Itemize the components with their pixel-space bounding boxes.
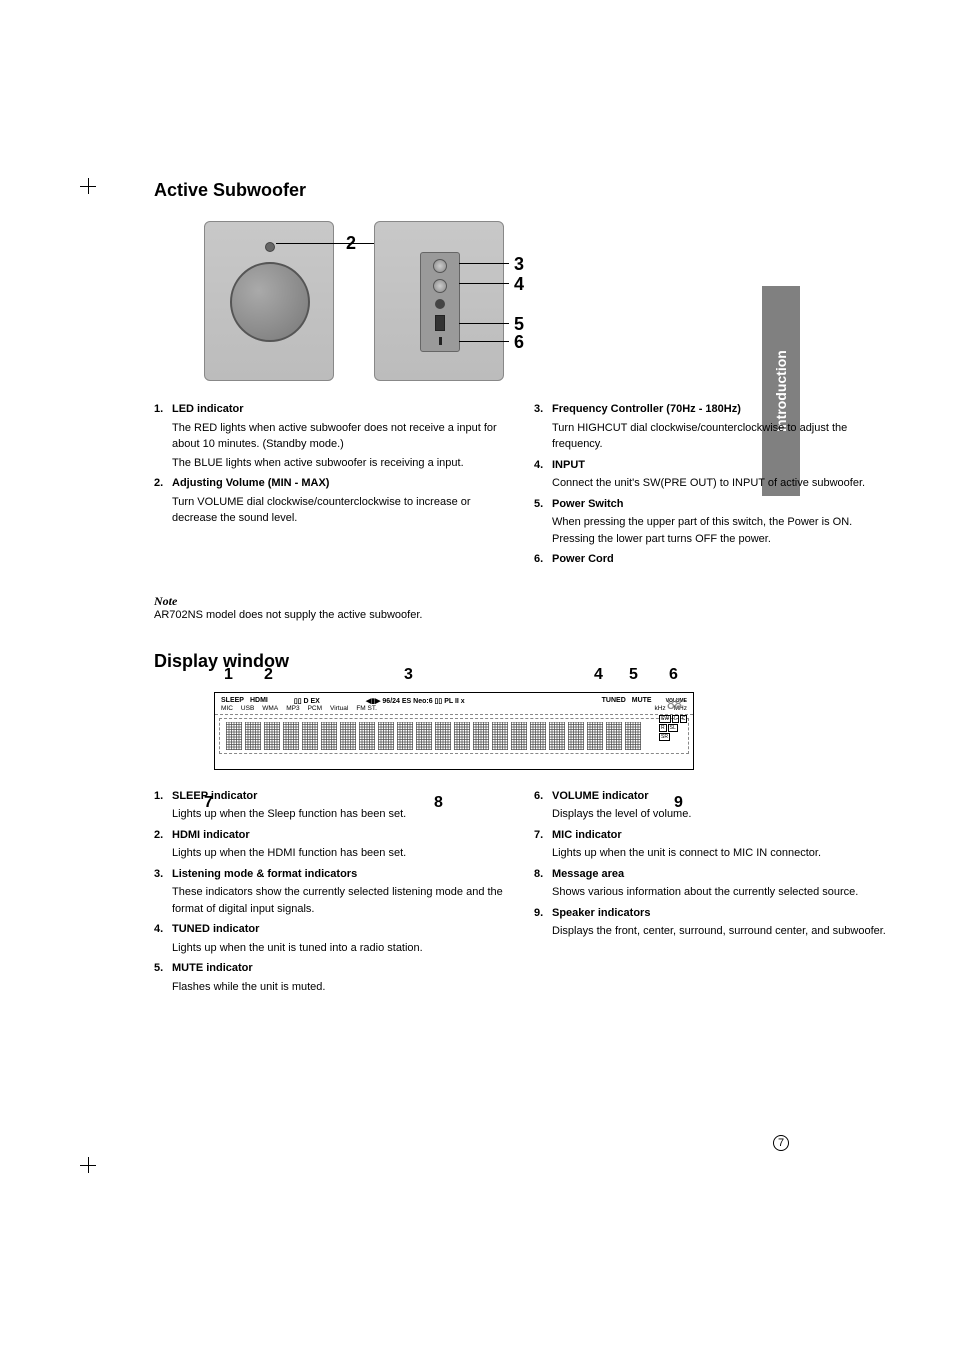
list-item: 6.Power Cord [534,551,894,568]
list-item: 4.TUNED indicatorLights up when the unit… [154,921,514,956]
list-item: 3.Listening mode & format indicatorsThes… [154,866,514,918]
list-item: 1.LED indicatorThe RED lights when activ… [154,401,514,471]
list-item: 6.VOLUME indicatorDisplays the level of … [534,788,894,823]
note-text: AR702NS model does not supply the active… [154,609,894,621]
page-number: 7 [773,1135,789,1151]
list-item: 4.INPUTConnect the unit's SW(PRE OUT) to… [534,457,894,492]
callout-2: 2 [346,233,356,254]
display-diagram: 1 2 3 4 5 6 SLEEP HDMI ▯▯ D EX ◀▮▶ 96/24… [154,692,894,770]
callout-6: 6 [514,332,524,353]
callout-3: 3 [514,254,524,275]
list-item: 8.Message areaShows various information … [534,866,894,901]
note-heading: Note [154,594,894,609]
callout-4: 4 [514,274,524,295]
list-item: 7.MIC indicatorLights up when the unit i… [534,827,894,862]
list-item: 2.Adjusting Volume (MIN - MAX)Turn VOLUM… [154,475,514,527]
section-title-subwoofer: Active Subwoofer [154,180,894,201]
list-item: 5.Power SwitchWhen pressing the upper pa… [534,496,894,548]
list-item: 5.MUTE indicatorFlashes while the unit i… [154,960,514,995]
list-item: 9.Speaker indicatorsDisplays the front, … [534,905,894,940]
list-item: 3.Frequency Controller (70Hz - 180Hz)Tur… [534,401,894,453]
list-item: 2.HDMI indicatorLights up when the HDMI … [154,827,514,862]
subwoofer-diagram: 1 2 3 4 5 6 [154,221,894,381]
